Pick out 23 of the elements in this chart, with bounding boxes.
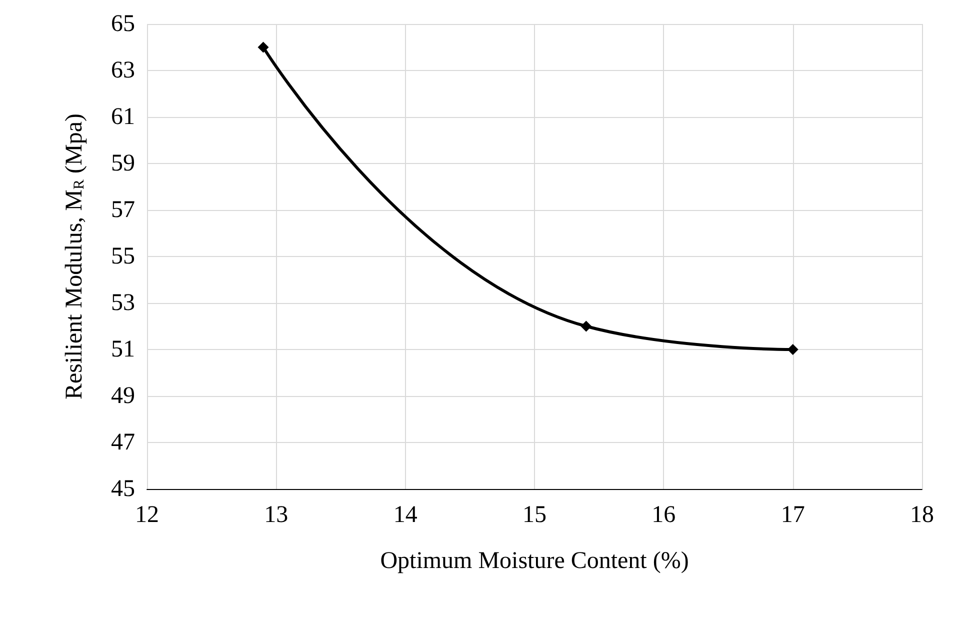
y-tick-label: 55 bbox=[111, 244, 135, 270]
y-axis-title: Resilient Modulus, MR (Mpa) bbox=[62, 114, 88, 400]
x-tick-label: 13 bbox=[264, 502, 288, 528]
y-tick-label: 57 bbox=[111, 197, 135, 223]
point bbox=[580, 320, 592, 332]
x-tick-label: 15 bbox=[522, 502, 546, 528]
x-tick-label: 14 bbox=[393, 502, 418, 528]
x-axis-title: Optimum Moisture Content (%) bbox=[380, 548, 689, 574]
y-tick-label: 53 bbox=[111, 290, 135, 316]
y-tick-label: 59 bbox=[111, 150, 135, 176]
y-tick-label: 63 bbox=[111, 58, 135, 84]
y-tick-label: 45 bbox=[111, 476, 135, 502]
x-tick-label: 18 bbox=[910, 502, 934, 528]
x-tick-label: 17 bbox=[780, 502, 805, 528]
x-tick-label: 16 bbox=[652, 502, 676, 528]
y-tick-label: 51 bbox=[111, 336, 135, 362]
x-tick-label: 12 bbox=[135, 502, 159, 528]
y-tick-label: 49 bbox=[111, 383, 135, 409]
point bbox=[787, 344, 798, 355]
y-tick-label: 65 bbox=[111, 11, 135, 37]
point bbox=[258, 42, 269, 53]
y-tick-label: 61 bbox=[111, 104, 135, 130]
y-tick-label: 47 bbox=[111, 430, 135, 456]
